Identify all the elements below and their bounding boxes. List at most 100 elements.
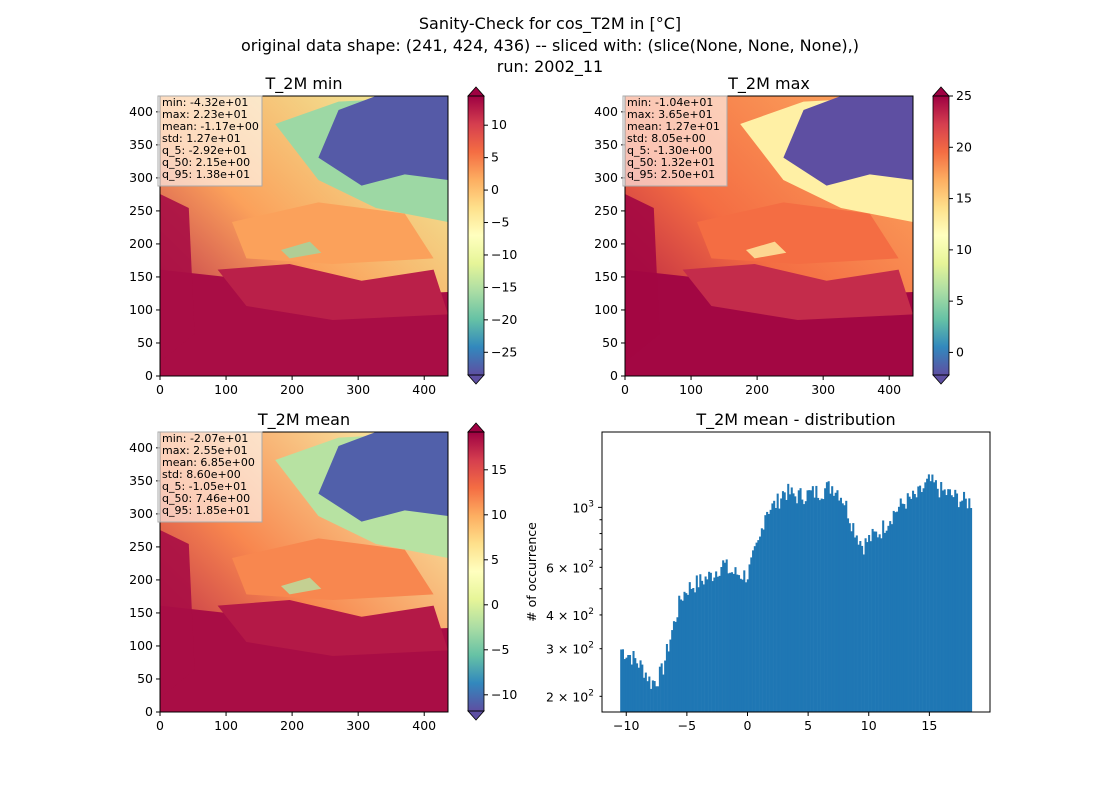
histogram-bar [790,487,793,712]
histogram-bar [883,532,886,712]
histogram-bar [641,664,644,712]
histogram-bar [934,480,937,712]
stats-line: q_95: 1.38e+01 [162,168,250,181]
y-tick-label: 400 [594,104,618,119]
histogram-bar [743,570,746,712]
histogram-bar [924,482,927,712]
histogram-bar [875,531,878,712]
histogram-bar [903,504,906,712]
histogram-bar [725,559,728,712]
figure-title-line-1: Sanity-Check for cos_T2M in [°C] [419,14,681,34]
histogram-bar [739,578,742,712]
histogram-bar [774,507,777,712]
histogram-bar [788,494,792,712]
histogram-bar [634,658,637,712]
histogram-bar [839,497,843,712]
histogram-bar [848,523,851,712]
x-tick-label: 0 [156,382,164,397]
y-tick-label: 200 [129,236,153,251]
histogram-bar [730,572,734,712]
histogram-bar [625,657,628,712]
histogram-bar [878,534,881,712]
histogram-bar [769,509,772,712]
y-tick-label: 200 [594,236,618,251]
histogram-bar [894,512,897,712]
histogram-bar [831,486,834,712]
histogram-bar [722,560,725,712]
histogram-bar [720,567,723,712]
histogram-bar [715,571,718,712]
x-tick-label: 300 [346,382,370,397]
histogram-bar [690,588,693,712]
histogram-bar [827,481,830,712]
histogram-bar [920,492,923,712]
y-tick-label: 250 [594,203,618,218]
histogram-bar [737,575,741,712]
histogram-bar [897,506,901,712]
histogram-bar [755,542,758,712]
histogram-bar [854,537,857,712]
histogram-bar [759,536,762,712]
stats-line: min: -1.04e+01 [627,96,713,109]
histogram-bar [912,490,915,712]
histogram-bar [752,550,755,712]
histogram-bar [850,531,853,712]
histogram-bar [694,592,697,712]
y-tick-label: 350 [129,473,153,488]
histogram-bar [957,507,960,712]
histogram-bar [919,485,922,712]
histogram-bar [931,474,934,712]
colorbar-tick-label: −15 [491,279,517,294]
histogram-bar [885,530,888,712]
colorbar-tick-label: 15 [956,191,972,206]
histogram-bar [818,500,821,712]
histogram-bar [799,488,802,712]
x-tick-label: 0 [621,382,629,397]
colorbar-tick-label: 0 [491,182,499,197]
stats-line: q_95: 1.85e+01 [162,504,250,517]
histogram-bar [787,483,790,712]
histogram-bar [963,491,966,712]
stats-line: mean: 1.27e+01 [627,120,720,133]
histogram-bar [862,554,865,712]
histogram-bar [892,510,895,712]
histogram-bar [829,493,832,712]
histogram-bar [734,567,737,712]
colorbar-tick-label: 10 [956,242,972,257]
y-tick-label: 300 [594,170,618,185]
histogram-bar [750,557,753,712]
panel-1: 0 100 200 300 400050100150200250300350400T_2… [129,74,517,397]
colorbar-frame [932,95,950,376]
histogram-bar [868,535,871,712]
y-tick-label: 0 [145,704,153,719]
y-tick-label: 50 [137,671,153,686]
colorbar: 15 10 5 0 −5 −10 [467,422,517,721]
x-tick-label: 100 [214,382,238,397]
stats-line: max: 2.23e+01 [162,108,248,121]
histogram-bar [810,490,813,712]
histogram-bar [966,508,969,712]
histogram-bar [906,493,909,712]
histogram-bar [753,546,756,712]
histogram-bar [896,511,899,712]
histogram-bar [643,677,646,712]
histogram-bar [665,643,668,712]
histogram-bar [864,538,867,712]
histogram-bar [938,497,941,712]
histogram-bar [961,500,964,712]
histogram-bar [940,482,943,712]
x-tick-label: 5 [804,718,812,733]
histogram-bar [846,518,850,712]
histogram-bar [947,489,950,712]
colorbar-tick-label: 5 [956,293,964,308]
histogram-bar [952,497,955,712]
stats-line: q_50: 2.15e+00 [162,156,250,169]
histogram-bar [757,540,760,712]
histogram-bar [861,545,864,712]
histogram-bar [651,680,654,712]
histogram-bar [792,493,795,712]
histogram-bar [808,490,811,712]
histogram-bar [653,681,656,712]
panel-3: 0 100 200 300 400050100150200250300350400T_2… [129,410,517,733]
